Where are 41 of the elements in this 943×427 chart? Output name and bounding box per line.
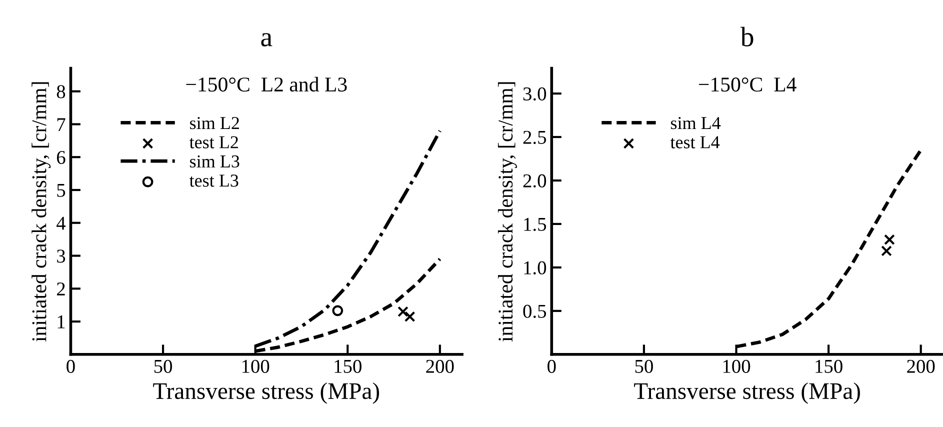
y-tick-label: 2.0: [523, 174, 546, 188]
point: [404, 311, 416, 322]
x-tick-label: 50: [635, 360, 653, 373]
y-axis-title: initiated crack density, [cr/mm]: [498, 82, 517, 342]
annotation: −150°C L4: [698, 78, 796, 92]
point: [332, 305, 344, 316]
legend-label: sim L2: [190, 117, 239, 130]
y-tick-label: 3.0: [523, 87, 546, 101]
x-axis-title: Transverse stress (MPa): [153, 382, 380, 404]
chart-title: b: [740, 26, 754, 46]
y-tick-label: 8: [56, 85, 66, 98]
y-tick-label: 1.0: [524, 261, 546, 274]
y-tick-label: 2: [56, 282, 65, 296]
y-tick-label: 0.5: [523, 304, 546, 318]
legend-label: test L3: [189, 174, 238, 187]
x-tick-label: 0: [548, 360, 556, 373]
x-axis-title: Transverse stress (MPa): [634, 382, 860, 404]
y-tick-label: 1.5: [524, 218, 546, 231]
x-tick-label: 50: [154, 360, 172, 373]
x-tick-label: 100: [242, 360, 270, 373]
chart-title: a: [261, 33, 272, 46]
y-tick-label: 2.5: [523, 130, 546, 144]
annotation: −150°C L2 and L3: [186, 76, 347, 92]
x-tick-label: 200: [907, 360, 935, 373]
x-tick-label: 0: [66, 360, 75, 373]
y-tick-label: 4: [56, 216, 66, 230]
legend-label: test L4: [670, 136, 720, 148]
x-tick-label: 100: [723, 360, 750, 373]
legend-label: sim L3: [190, 155, 240, 168]
x-tick-label: 150: [334, 360, 362, 373]
y-tick-label: 7: [57, 118, 66, 131]
y-tick-label: 3: [57, 250, 66, 263]
y-axis-title: initiated crack density, [cr/mm]: [32, 82, 51, 342]
y-tick-label: 1: [58, 315, 65, 328]
y-tick-label: 5: [57, 184, 66, 197]
point: [398, 306, 408, 318]
y-tick-label: 6: [56, 150, 66, 164]
legend-label: sim L4: [670, 117, 721, 130]
legend-label: test L2: [189, 136, 238, 148]
x-tick-label: 150: [816, 360, 842, 373]
x-tick-label: 200: [426, 360, 454, 373]
